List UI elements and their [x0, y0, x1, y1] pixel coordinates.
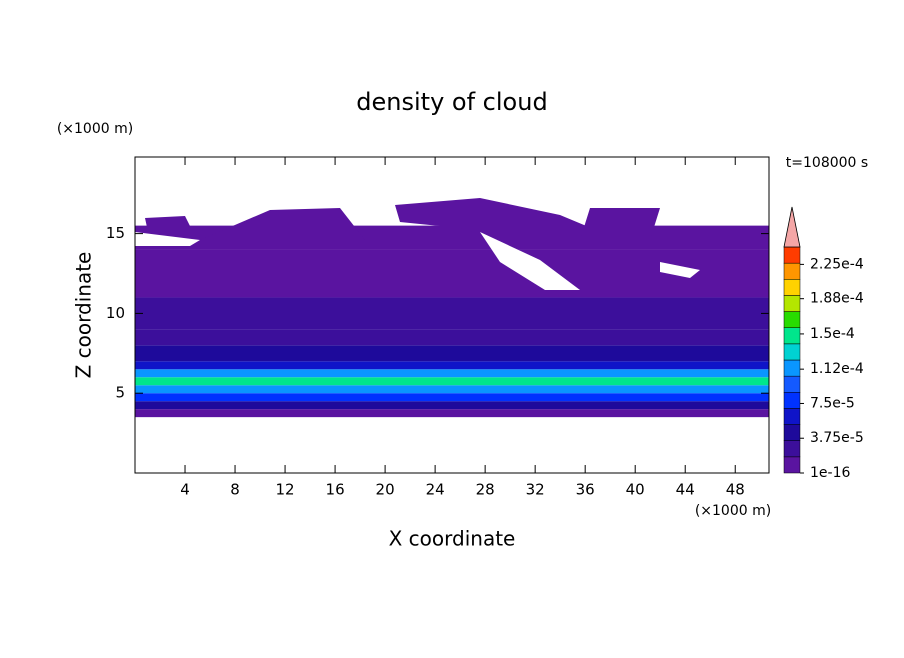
colorbar-label: 1.88e-4: [810, 291, 864, 307]
colorbar-swatch: [783, 359, 801, 377]
colorbar-label: 7.5e-5: [810, 395, 855, 411]
x-unit: (×1000 m): [695, 503, 771, 519]
x-tick-label: 40: [626, 481, 645, 499]
contour-band: [135, 393, 769, 402]
contour-band: [135, 369, 769, 378]
contour-band: [135, 273, 769, 298]
colorbar-swatch: [783, 456, 801, 474]
y-unit: (×1000 m): [57, 121, 133, 137]
y-tick-label: 15: [106, 224, 125, 242]
contour-band: [135, 329, 769, 346]
contour-band: [135, 385, 769, 394]
contour-band: [135, 345, 769, 362]
plot-frame: [134, 156, 770, 474]
cloud-top-patches: [145, 198, 660, 240]
contour-band: [135, 377, 769, 386]
contour-band: [135, 249, 769, 274]
y-axis-label: Z coordinate: [72, 252, 96, 379]
x-tick-label: 12: [276, 481, 295, 499]
colorbar-swatch: [783, 295, 801, 312]
colorbar-swatch: [783, 408, 801, 425]
colorbar-swatch: [783, 279, 801, 296]
colorbar-label: 1.5e-4: [810, 326, 855, 342]
colorbar-swatch: [783, 440, 801, 458]
y-tick-label: 10: [106, 304, 125, 322]
colorbar-label: 2.25e-4: [810, 256, 864, 272]
x-tick-label: 28: [476, 481, 495, 499]
contour-band: [135, 401, 769, 410]
field: [135, 225, 769, 418]
colorbar-swatch: [783, 375, 801, 393]
x-tick-label: 8: [230, 481, 240, 499]
colorbar-label: 3.75e-5: [810, 430, 864, 446]
x-tick-label: 44: [676, 481, 695, 499]
x-tick-label: 4: [180, 481, 190, 499]
colorbar-label: 1e-16: [810, 465, 850, 481]
contour-band: [135, 361, 769, 370]
x-tick-label: 36: [576, 481, 595, 499]
colorbar-swatch: [783, 262, 801, 280]
colorbar-swatch: [783, 424, 801, 441]
colorbar-swatch: [783, 392, 801, 409]
x-tick-label: 48: [726, 481, 745, 499]
colorbar-label: 1.12e-4: [810, 361, 864, 377]
white-gaps: [135, 232, 700, 290]
colorbar-swatch: [783, 343, 801, 361]
chart-title: density of cloud: [356, 88, 547, 116]
x-axis-label: X coordinate: [389, 527, 516, 551]
contour-band: [135, 409, 769, 418]
x-tick-label: 16: [326, 481, 345, 499]
contour-band: [135, 297, 769, 330]
colorbar-extend: [783, 206, 801, 248]
x-tick-label: 24: [426, 481, 445, 499]
y-tick-label: 5: [115, 384, 125, 402]
x-tick-label: 20: [376, 481, 395, 499]
colorbar-swatch: [783, 246, 801, 264]
colorbar-swatch: [783, 311, 801, 328]
x-tick-label: 32: [526, 481, 545, 499]
annotation: t=108000 s: [786, 155, 868, 171]
colorbar-swatch: [783, 327, 801, 345]
